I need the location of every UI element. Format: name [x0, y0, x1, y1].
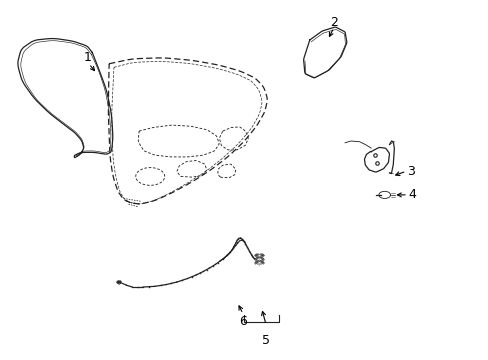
Text: 6: 6	[239, 315, 246, 328]
Text: 1: 1	[83, 51, 91, 64]
Text: 3: 3	[407, 165, 414, 177]
Text: 5: 5	[262, 334, 270, 347]
Text: 2: 2	[329, 16, 337, 29]
Text: 4: 4	[408, 188, 416, 201]
